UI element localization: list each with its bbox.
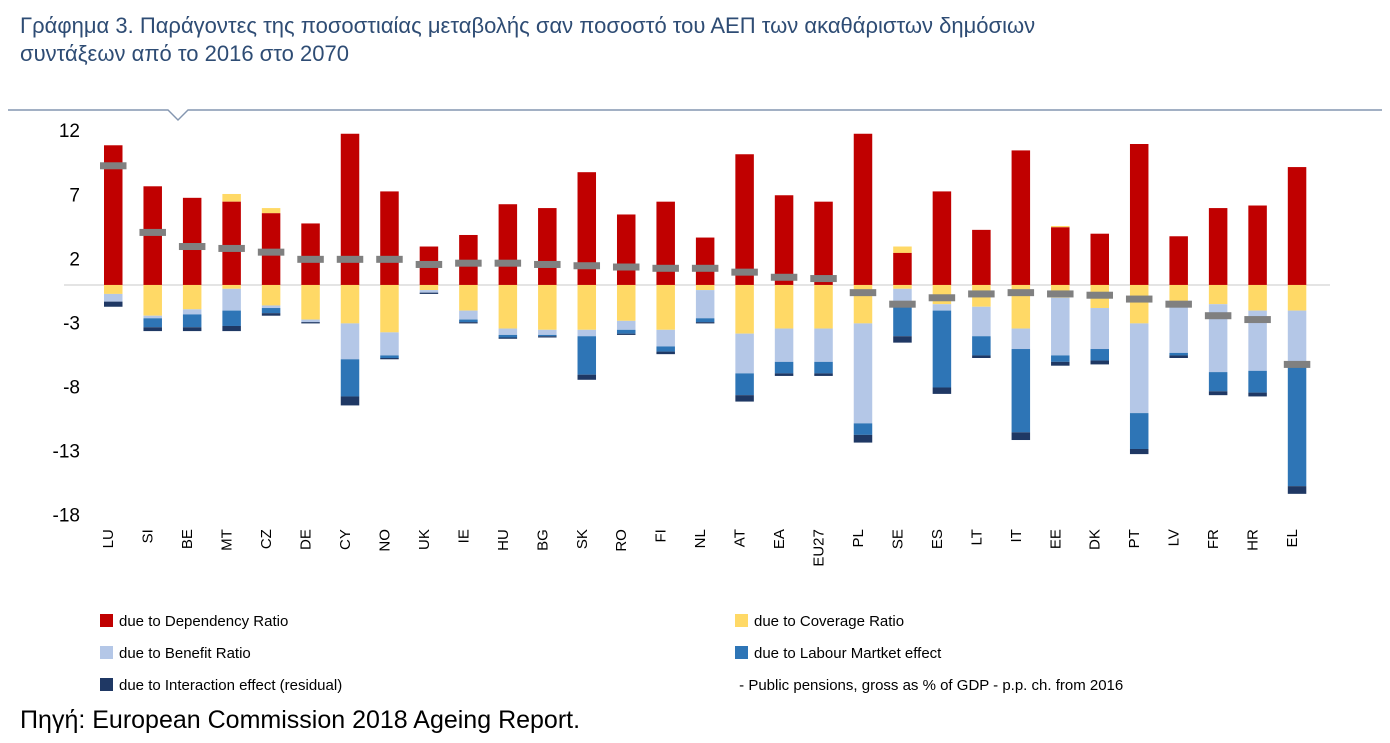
- svg-text:2: 2: [69, 249, 80, 270]
- svg-text:7: 7: [69, 185, 80, 206]
- svg-text:FI: FI: [653, 529, 670, 542]
- svg-text:UK: UK: [416, 529, 433, 550]
- svg-text:ES: ES: [929, 529, 946, 549]
- svg-text:PT: PT: [1126, 529, 1143, 548]
- svg-text:HU: HU: [495, 529, 512, 551]
- svg-text:IE: IE: [455, 529, 472, 543]
- svg-text:-3: -3: [63, 313, 80, 334]
- svg-text:RO: RO: [613, 529, 630, 552]
- svg-text:CZ: CZ: [258, 529, 275, 549]
- svg-text:-13: -13: [53, 442, 80, 463]
- svg-text:DK: DK: [1087, 529, 1104, 550]
- svg-text:BG: BG: [534, 529, 551, 551]
- svg-text:AT: AT: [732, 529, 749, 547]
- svg-text:NL: NL: [692, 529, 709, 548]
- svg-text:BE: BE: [179, 529, 196, 549]
- svg-text:SI: SI: [140, 529, 157, 543]
- svg-text:SE: SE: [889, 529, 906, 549]
- svg-text:HR: HR: [1245, 529, 1262, 551]
- svg-text:PL: PL: [850, 529, 867, 547]
- svg-text:MT: MT: [219, 529, 236, 551]
- svg-text:LU: LU: [100, 529, 117, 548]
- svg-text:LT: LT: [968, 529, 985, 545]
- svg-text:12: 12: [59, 121, 80, 142]
- svg-text:SK: SK: [574, 529, 591, 549]
- svg-text:EL: EL: [1284, 529, 1301, 547]
- svg-text:-18: -18: [53, 506, 80, 527]
- svg-text:NO: NO: [376, 529, 393, 552]
- svg-text:EE: EE: [1047, 529, 1064, 549]
- svg-text:CY: CY: [337, 529, 354, 550]
- svg-text:EA: EA: [771, 529, 788, 549]
- svg-text:-8: -8: [63, 377, 80, 398]
- svg-text:EU27: EU27: [811, 529, 828, 567]
- svg-text:FR: FR: [1205, 529, 1222, 549]
- svg-text:DE: DE: [298, 529, 315, 550]
- svg-text:IT: IT: [1008, 529, 1025, 542]
- svg-text:LV: LV: [1166, 529, 1183, 546]
